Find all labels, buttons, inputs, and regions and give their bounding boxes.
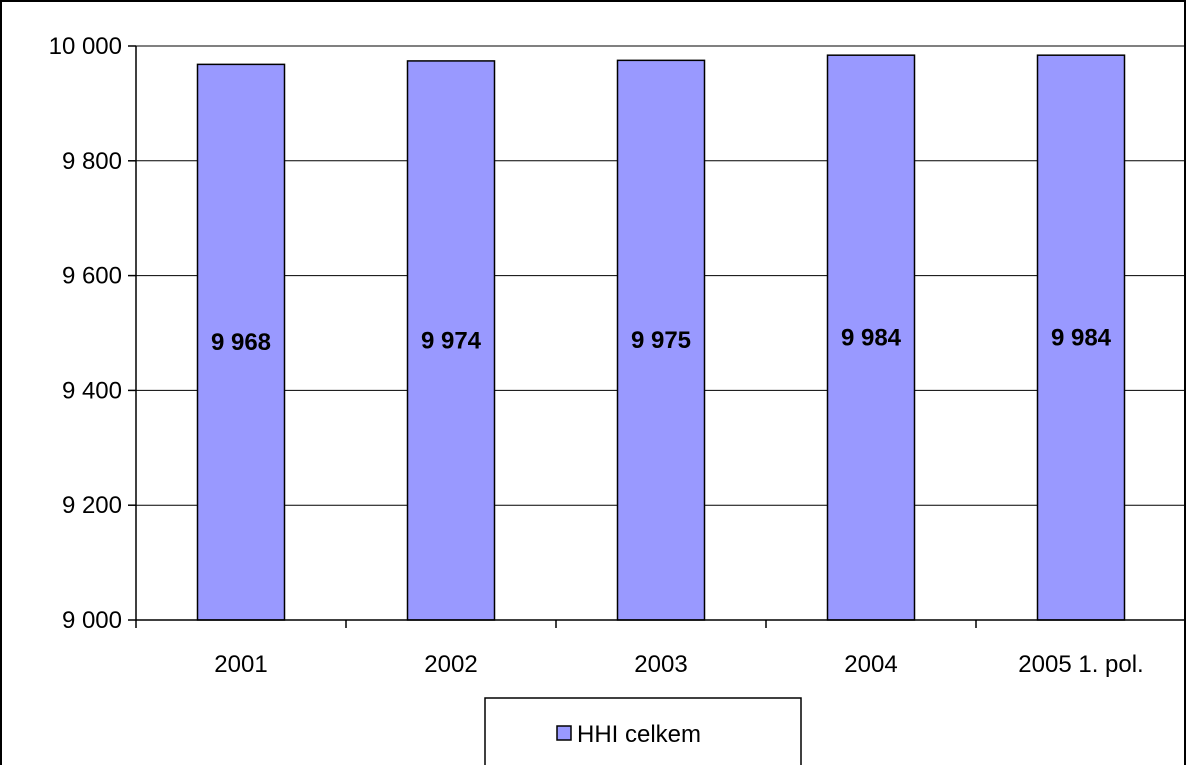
y-tick-label: 9 000: [62, 607, 122, 634]
bar: [616, 59, 706, 621]
bar: [196, 63, 286, 621]
data-label: 9 975: [631, 327, 691, 354]
y-tick-labels: 9 000 9 200 9 400 9 600 9 800 10 000: [49, 33, 122, 634]
data-labels: 9 968 9 974 9 975 9 984 9 984: [211, 325, 1112, 357]
legend-box: [484, 697, 802, 770]
data-label: 9 984: [841, 325, 902, 352]
data-label: 9 984: [1051, 325, 1112, 352]
data-label: 9 968: [211, 329, 271, 356]
bar: [826, 54, 916, 621]
x-tick-label: 2003: [634, 651, 687, 678]
y-tick-label: 9 800: [62, 148, 122, 175]
x-tick-label: 2002: [424, 651, 477, 678]
bar: [1036, 54, 1126, 621]
x-tick-label: 2004: [844, 651, 897, 678]
y-tick-label: 9 400: [62, 377, 122, 404]
x-tick-label: 2001: [214, 651, 267, 678]
y-tick-label: 9 600: [62, 263, 122, 290]
x-tick-labels: 2001 2002 2003 2004 2005 1. pol.: [214, 651, 1143, 678]
legend-label: HHI celkem: [577, 721, 701, 748]
legend: HHI celkem: [484, 697, 802, 770]
x-tick-label: 2005 1. pol.: [1018, 651, 1143, 678]
axes: [128, 45, 1186, 628]
y-tick-label: 9 200: [62, 492, 122, 519]
legend-swatch: [556, 725, 572, 741]
y-tick-label: 10 000: [49, 33, 122, 60]
data-label: 9 974: [421, 327, 482, 354]
bars: [196, 54, 1126, 621]
